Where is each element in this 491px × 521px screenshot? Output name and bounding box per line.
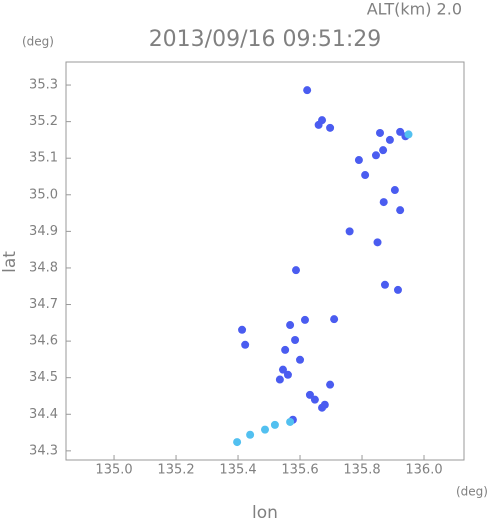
echo-point bbox=[330, 315, 339, 324]
echo-point bbox=[241, 340, 250, 349]
chart-title: 2013/09/16 09:51:29 bbox=[149, 27, 382, 52]
echo-point bbox=[396, 206, 405, 215]
plot-frame bbox=[65, 61, 465, 461]
x-unit: (deg) bbox=[456, 485, 488, 499]
echo-point bbox=[275, 375, 284, 384]
x-tick-label: 135.2 bbox=[157, 463, 194, 478]
y-tick-label: 34.7 bbox=[29, 297, 58, 312]
echo-point bbox=[238, 325, 247, 334]
y-tick-label: 35.2 bbox=[29, 114, 58, 129]
echo-point bbox=[278, 365, 287, 374]
echo-point bbox=[281, 345, 290, 354]
echo-point bbox=[291, 336, 300, 345]
x-tick-label: 135.8 bbox=[343, 463, 380, 478]
y-unit: (deg) bbox=[22, 35, 54, 49]
echo-point bbox=[354, 156, 363, 165]
echo-point bbox=[361, 171, 370, 180]
echo-point bbox=[314, 120, 323, 129]
echo-point bbox=[326, 123, 335, 132]
echo-point bbox=[396, 127, 405, 136]
echo-point bbox=[379, 198, 388, 207]
y-tick-label: 35.1 bbox=[29, 151, 58, 166]
echo-point bbox=[305, 390, 314, 399]
echo-point bbox=[261, 425, 269, 434]
y-tick-label: 34.8 bbox=[29, 260, 58, 275]
echo-point bbox=[385, 135, 394, 144]
echo-point bbox=[233, 438, 242, 447]
x-tick-label: 135.6 bbox=[281, 463, 318, 478]
y-tick-label: 35.0 bbox=[29, 187, 58, 202]
x-label: lon bbox=[252, 503, 278, 521]
echo-point bbox=[326, 380, 335, 389]
y-tick-label: 34.3 bbox=[29, 443, 58, 458]
echo-point bbox=[283, 370, 292, 379]
echo-point bbox=[303, 86, 312, 95]
y-label: lat bbox=[0, 251, 20, 273]
echo-point bbox=[379, 146, 388, 155]
y-tick-label: 34.9 bbox=[29, 224, 58, 239]
echo-point bbox=[373, 238, 382, 247]
y-tick-label: 34.5 bbox=[29, 370, 58, 385]
echo-point bbox=[300, 315, 309, 324]
echo-point bbox=[380, 280, 389, 289]
y-tick-label: 35.3 bbox=[29, 78, 58, 93]
echo-point bbox=[246, 430, 255, 439]
x-tick-label: 135.0 bbox=[95, 463, 132, 478]
echo-point bbox=[286, 321, 295, 330]
echo-point bbox=[291, 266, 300, 275]
echo-point bbox=[393, 285, 402, 294]
echo-point bbox=[318, 403, 327, 412]
echo-point bbox=[310, 395, 319, 404]
y-tick-label: 34.6 bbox=[29, 334, 58, 349]
y-tick-label: 34.4 bbox=[29, 407, 58, 422]
echo-point bbox=[296, 355, 305, 364]
echo-point bbox=[286, 417, 295, 426]
echo-point bbox=[270, 420, 279, 429]
altitude: ALT(km) 2.0 bbox=[367, 0, 462, 19]
x-tick-label: 135.4 bbox=[219, 463, 256, 478]
echo-point bbox=[375, 128, 384, 137]
echo-point bbox=[404, 130, 413, 139]
echo-point bbox=[371, 151, 380, 160]
echo-point bbox=[345, 227, 354, 236]
x-tick-label: 136.0 bbox=[405, 463, 442, 478]
echo-point bbox=[390, 186, 399, 195]
